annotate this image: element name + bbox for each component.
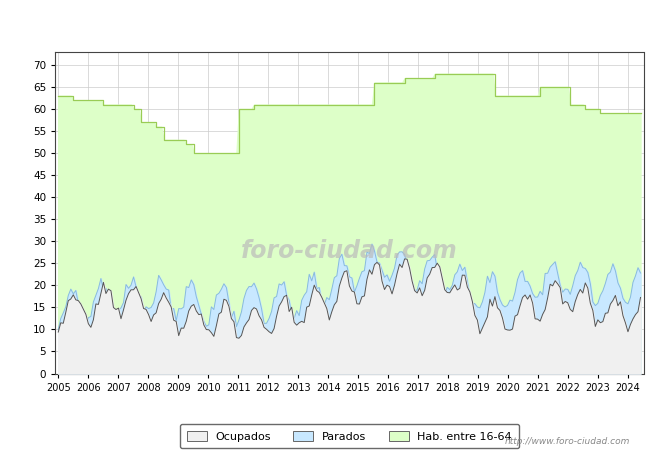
Legend: Ocupados, Parados, Hab. entre 16-64: Ocupados, Parados, Hab. entre 16-64 bbox=[180, 424, 519, 448]
Text: http://www.foro-ciudad.com: http://www.foro-ciudad.com bbox=[505, 436, 630, 446]
Text: foro-ciudad.com: foro-ciudad.com bbox=[241, 239, 458, 263]
Text: Perarrúa - Evolucion de la poblacion en edad de Trabajar Mayo de 2024: Perarrúa - Evolucion de la poblacion en … bbox=[86, 17, 564, 30]
